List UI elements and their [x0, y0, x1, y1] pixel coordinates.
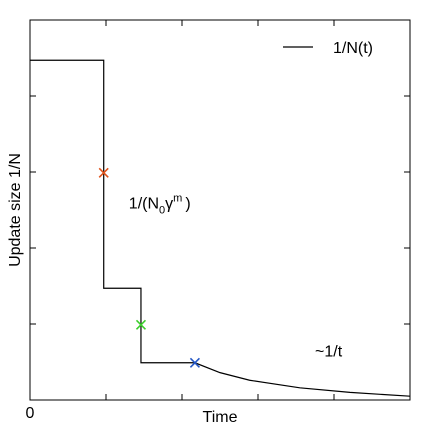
- origin-label: 0: [26, 405, 35, 422]
- x-marker: [135, 319, 147, 330]
- legend-label: 1/N(t): [333, 40, 373, 57]
- annotation-text: ~1/t: [315, 344, 343, 361]
- x-marker: [98, 167, 109, 178]
- y-axis-label: Update size 1/N: [7, 153, 24, 267]
- annotation-sup: m: [173, 192, 182, 204]
- data-line: [30, 59, 411, 397]
- annotation-sub: 0: [159, 204, 165, 216]
- annotation-mid: γ: [165, 195, 173, 212]
- annotation: 1/(N0γm): [129, 192, 191, 216]
- x-marker: [189, 357, 200, 368]
- x-axis-label: Time: [203, 409, 238, 426]
- plot-frame: [29, 19, 411, 401]
- annotation-end: ): [185, 195, 190, 212]
- annotation-text: 1/(N: [129, 195, 159, 212]
- annotation: ~1/t: [315, 344, 343, 361]
